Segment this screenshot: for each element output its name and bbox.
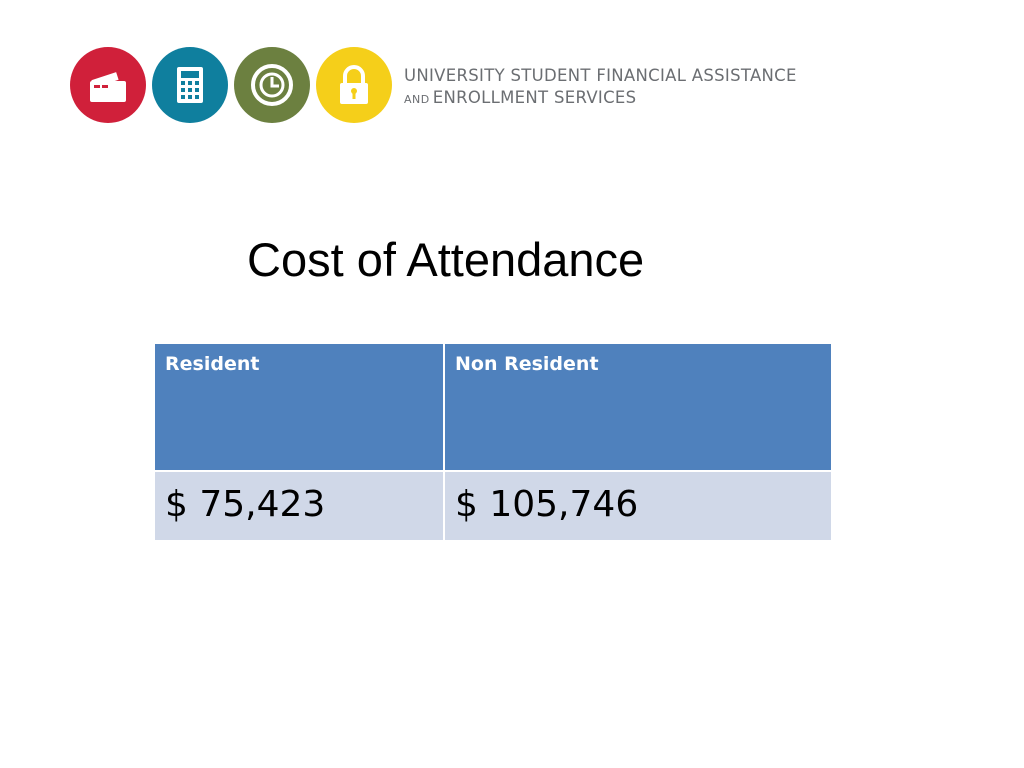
table-row: $ 75,423 $ 105,746 — [153, 470, 833, 542]
calculator-icon — [152, 47, 228, 123]
organization-name-line1: UNIVERSITY STUDENT FINANCIAL ASSISTANCE — [404, 66, 797, 85]
cost-table: Resident Non Resident $ 75,423 $ 105,746 — [153, 342, 833, 542]
organization-name-and: AND — [404, 93, 430, 106]
slide-title: Cost of Attendance — [247, 233, 645, 286]
organization-name: UNIVERSITY STUDENT FINANCIAL ASSISTANCE … — [404, 65, 797, 111]
wallet-icon — [70, 47, 146, 123]
header-resident: Resident — [153, 342, 445, 472]
organization-name-line2: AND ENROLLMENT SERVICES — [404, 87, 797, 111]
cell-non-resident-cost: $ 105,746 — [443, 470, 833, 542]
lock-icon — [316, 47, 392, 123]
organization-name-line2-text: ENROLLMENT SERVICES — [432, 88, 637, 107]
clock-icon — [234, 47, 310, 123]
table-header-row: Resident Non Resident — [153, 342, 833, 472]
cell-resident-cost: $ 75,423 — [153, 470, 445, 542]
organization-logo: UNIVERSITY STUDENT FINANCIAL ASSISTANCE … — [70, 47, 870, 123]
header-non-resident: Non Resident — [443, 342, 833, 472]
